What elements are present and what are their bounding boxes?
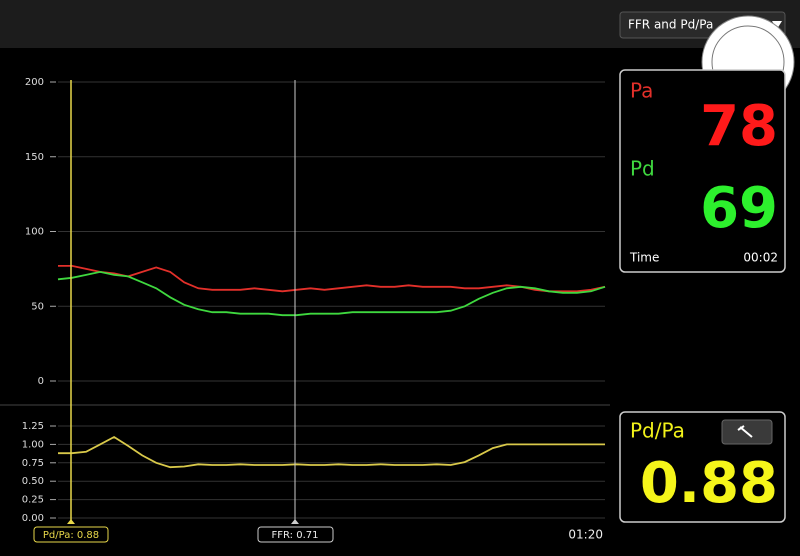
dropdown-arrow xyxy=(772,21,782,29)
ffr-cursor-label: FFR: 0.71 xyxy=(272,530,319,541)
y-tick-label: 0.00 xyxy=(22,513,44,524)
time-value: 00:02 xyxy=(743,251,778,265)
cursor-marker xyxy=(291,519,299,524)
pd-value: 69 xyxy=(700,176,778,241)
y-tick-label: 1.00 xyxy=(22,439,44,450)
y-tick-label: 0.25 xyxy=(22,495,44,506)
pa-label: Pa xyxy=(630,79,653,103)
time-label: Time xyxy=(629,251,659,265)
trace xyxy=(58,435,605,469)
cursor-marker xyxy=(67,519,75,524)
y-tick-label: 50 xyxy=(31,301,44,312)
pd-pa-cursor-label: Pd/Pa: 0.88 xyxy=(43,530,99,541)
ffr-cursor-box xyxy=(257,526,334,543)
y-tick-label: 150 xyxy=(25,152,44,163)
pa-value: 78 xyxy=(700,94,778,159)
trace xyxy=(58,264,606,293)
y-tick-label: 200 xyxy=(25,77,44,88)
y-tick-label: 0 xyxy=(38,376,44,387)
button-icon xyxy=(737,425,753,438)
y-tick-label: 0.75 xyxy=(22,458,44,469)
time-end: 01:20 xyxy=(568,528,603,542)
pd-pa-cursor-box xyxy=(33,526,109,543)
pressure-readout xyxy=(619,69,786,273)
y-tick-label: 100 xyxy=(25,227,44,238)
pd-label: Pd xyxy=(630,157,655,181)
mode-text: FFR and Pd/Pa xyxy=(628,18,713,32)
ratio-label: Pd/Pa xyxy=(630,419,685,443)
ratio-value: 0.88 xyxy=(640,451,778,516)
y-tick-label: 1.25 xyxy=(22,421,44,432)
y-tick-label: 0.50 xyxy=(22,476,44,487)
trace xyxy=(57,270,606,317)
